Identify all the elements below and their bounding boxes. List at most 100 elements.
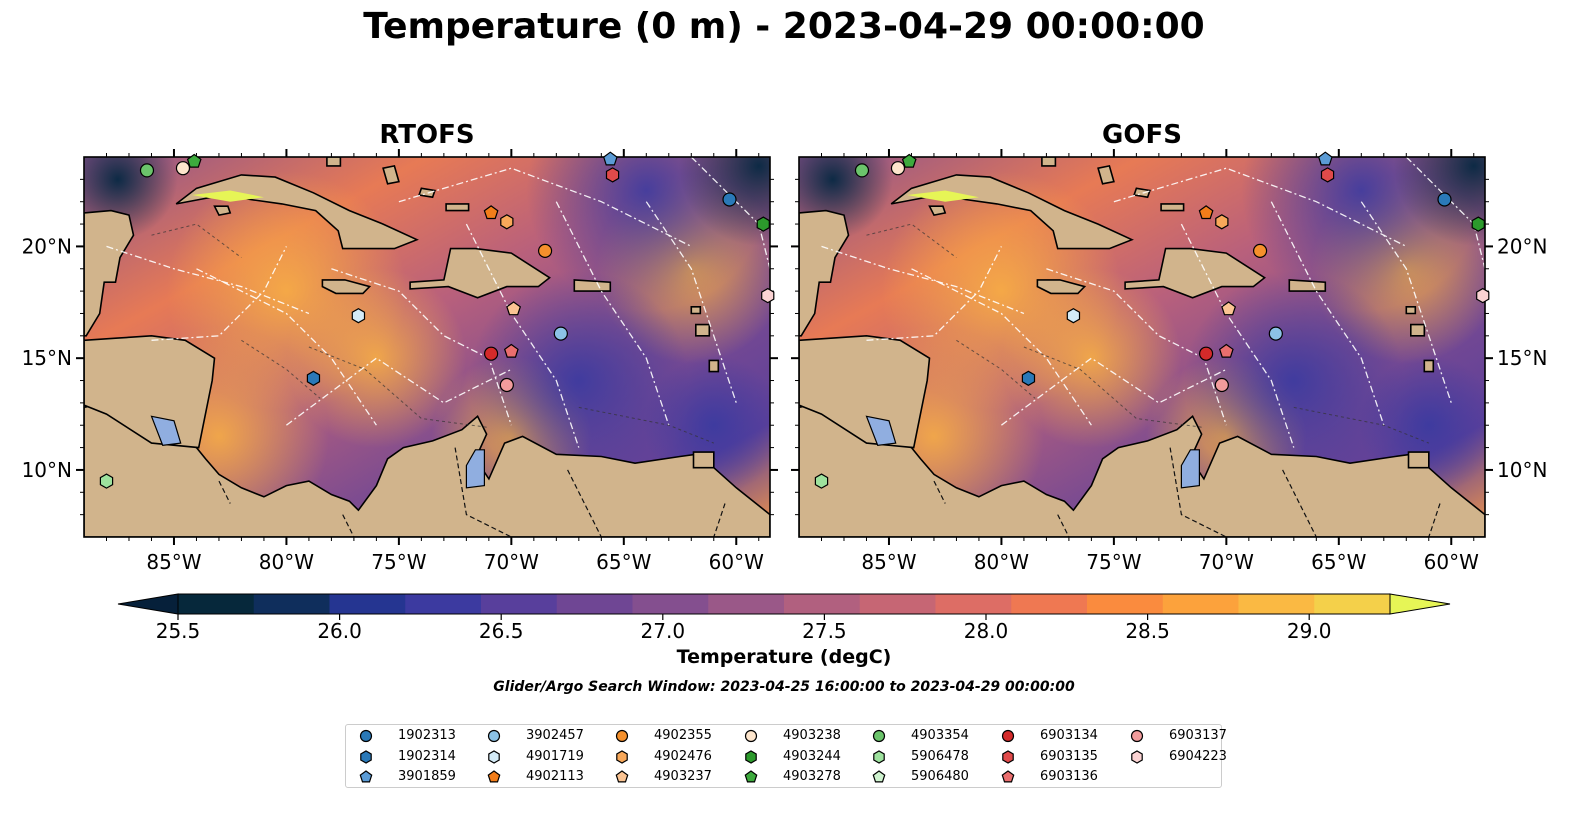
legend-marker-1902314 xyxy=(360,749,372,764)
float-marker-gofs-6903137 xyxy=(1214,377,1229,393)
colorbar-segment xyxy=(556,594,634,614)
float-marker-rtofs-4902113 xyxy=(483,205,499,220)
figure-title: Temperature (0 m) - 2023-04-29 00:00:00 xyxy=(363,6,1205,47)
legend-label: 4903238 xyxy=(783,728,841,743)
float-marker-gofs-3901859 xyxy=(1317,151,1333,166)
lon-tick-label: 85°W xyxy=(146,550,201,574)
lat-tick-label: 15°N xyxy=(22,346,72,370)
float-marker-rtofs-3901859 xyxy=(602,151,618,166)
colorbar-segment xyxy=(632,594,709,614)
legend-marker-4903278 xyxy=(744,770,758,783)
lat-tick-label: 10°N xyxy=(1497,458,1547,482)
rtofs-map xyxy=(84,157,770,537)
float-marker-rtofs-4903278 xyxy=(186,153,202,168)
legend-marker-3902457 xyxy=(487,729,501,743)
legend-label: 4903354 xyxy=(911,728,969,743)
float-marker-gofs-4902113 xyxy=(1198,205,1214,220)
legend-marker-5906480 xyxy=(872,770,886,783)
lat-tick-label: 10°N xyxy=(22,458,72,482)
lon-tick-label: 70°W xyxy=(1199,550,1254,574)
lon-tick-label: 75°W xyxy=(371,550,426,574)
gofs-map xyxy=(799,157,1485,537)
float-marker-rtofs-5906478 xyxy=(99,473,114,489)
float-marker-rtofs-4902355 xyxy=(537,243,553,258)
colorbar-tick-label: 27.5 xyxy=(802,619,847,643)
legend-label: 4903237 xyxy=(654,769,712,784)
colorbar-segment xyxy=(1087,594,1164,614)
colorbar-segment xyxy=(1011,594,1088,614)
colorbar-tick-label: 26.5 xyxy=(479,619,524,643)
legend-label: 1902313 xyxy=(398,728,456,743)
float-marker-gofs-4903238 xyxy=(890,161,906,176)
legend-marker-3901859 xyxy=(359,770,373,783)
lon-tick-label: 70°W xyxy=(484,550,539,574)
float-marker-rtofs-6903136 xyxy=(503,343,519,358)
legend-label: 6903134 xyxy=(1040,728,1098,743)
colorbar-extend-low xyxy=(117,593,179,615)
float-marker-rtofs-6903134 xyxy=(484,346,499,361)
legend-label: 6903136 xyxy=(1040,769,1098,784)
colorbar-segment xyxy=(708,594,785,614)
legend-marker-6903135 xyxy=(1002,749,1014,764)
legend-marker-5906478 xyxy=(873,749,885,764)
colorbar-extend-high xyxy=(1389,593,1451,615)
lon-tick-label: 65°W xyxy=(1311,550,1366,574)
legend-marker-4901719 xyxy=(488,749,500,764)
float-marker-gofs-1902314 xyxy=(1021,370,1036,386)
legend-label: 6904223 xyxy=(1169,748,1227,764)
float-marker-gofs-4901719 xyxy=(1066,308,1081,324)
colorbar-tick-label: 28.0 xyxy=(964,619,1009,643)
float-marker-gofs-4903354 xyxy=(854,163,870,178)
float-marker-rtofs-1902313 xyxy=(722,192,737,207)
float-marker-rtofs-6903135 xyxy=(605,167,620,183)
colorbar-segment xyxy=(253,594,331,614)
float-marker-gofs-6903134 xyxy=(1199,346,1214,361)
float-marker-rtofs-6904223 xyxy=(761,287,775,304)
colorbar-segment xyxy=(859,594,937,614)
colorbar-tick-label: 29.0 xyxy=(1287,619,1332,643)
legend-label: 4903244 xyxy=(783,748,841,764)
search-window-subtitle: Glider/Argo Search Window: 2023-04-25 16… xyxy=(493,679,1075,695)
colorbar-tick-label: 28.5 xyxy=(1125,619,1170,643)
colorbar-segment xyxy=(1314,594,1391,614)
legend-marker-4903238 xyxy=(744,729,758,743)
colorbar-segment xyxy=(784,594,861,614)
legend-label: 6903137 xyxy=(1169,728,1227,743)
float-marker-gofs-4902476 xyxy=(1215,214,1229,230)
float-marker-rtofs-4901719 xyxy=(351,308,366,324)
lon-tick-label: 85°W xyxy=(861,550,916,574)
legend-label: 4902355 xyxy=(654,728,712,743)
lat-tick-label: 15°N xyxy=(1497,346,1547,370)
legend-marker-6903136 xyxy=(1001,770,1015,783)
float-marker-rtofs-4902476 xyxy=(500,214,514,230)
legend-label: 4901719 xyxy=(526,748,584,764)
lon-tick-label: 60°W xyxy=(709,550,764,574)
legend-label: 3901859 xyxy=(398,769,456,784)
float-marker-gofs-4903237 xyxy=(1221,301,1237,316)
colorbar-segment xyxy=(481,594,558,614)
legend-marker-4902476 xyxy=(616,749,628,764)
colorbar-segment xyxy=(178,594,255,614)
float-marker-gofs-4903278 xyxy=(901,153,917,168)
float-marker-rtofs-6903137 xyxy=(499,377,514,393)
float-marker-gofs-6904223 xyxy=(1476,287,1490,304)
float-marker-gofs-5906478 xyxy=(814,473,829,489)
legend-label: 5906480 xyxy=(911,769,969,784)
colorbar-segment xyxy=(1162,594,1240,614)
colorbar-tick-label: 25.5 xyxy=(156,619,201,643)
lon-tick-label: 80°W xyxy=(974,550,1029,574)
legend-label: 4902476 xyxy=(654,748,712,764)
float-marker-rtofs-4903354 xyxy=(139,163,155,178)
legend-label: 4902113 xyxy=(526,769,584,784)
legend-marker-4902355 xyxy=(615,729,629,743)
float-marker-gofs-4902355 xyxy=(1252,243,1268,258)
legend-label: 4903278 xyxy=(783,769,841,784)
lon-tick-label: 65°W xyxy=(596,550,651,574)
float-marker-gofs-4903244 xyxy=(1471,216,1485,232)
lon-tick-label: 75°W xyxy=(1086,550,1141,574)
colorbar-tick-label: 27.0 xyxy=(641,619,686,643)
legend-marker-6904223 xyxy=(1131,749,1143,764)
colorbar-tick-label: 26.0 xyxy=(317,619,362,643)
float-marker-gofs-3902457 xyxy=(1268,326,1283,341)
